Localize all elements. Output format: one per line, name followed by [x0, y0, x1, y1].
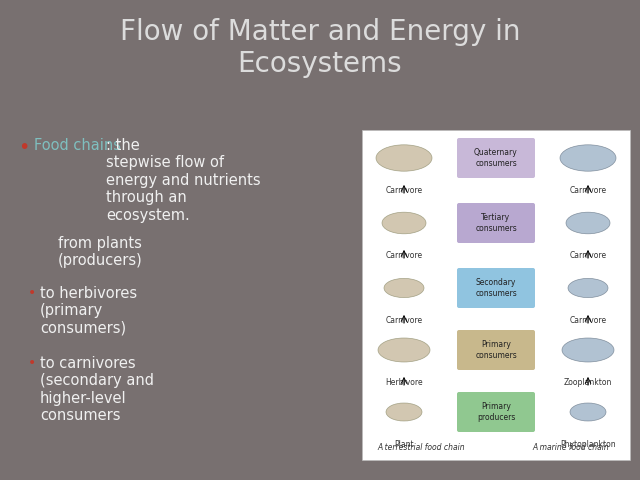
- Text: •: •: [28, 356, 36, 370]
- Text: Carnivore: Carnivore: [570, 186, 607, 195]
- Text: Food chains: Food chains: [34, 138, 121, 153]
- Text: Primary
producers: Primary producers: [477, 402, 515, 422]
- Text: to carnivores
(secondary and
higher-level
consumers: to carnivores (secondary and higher-leve…: [40, 356, 154, 423]
- Text: : the
stepwise flow of
energy and nutrients
through an
ecosystem.: : the stepwise flow of energy and nutrie…: [106, 138, 260, 223]
- Text: Carnivore: Carnivore: [385, 186, 422, 195]
- Ellipse shape: [386, 403, 422, 421]
- Text: Plant: Plant: [394, 440, 414, 449]
- Text: Secondary
consumers: Secondary consumers: [475, 278, 517, 298]
- Ellipse shape: [566, 212, 610, 234]
- Text: to herbivores
(primary
consumers): to herbivores (primary consumers): [40, 286, 137, 336]
- Bar: [362, 130, 630, 460]
- Ellipse shape: [378, 338, 430, 362]
- Text: •: •: [28, 286, 36, 300]
- Text: Primary
consumers: Primary consumers: [475, 340, 517, 360]
- FancyBboxPatch shape: [457, 330, 535, 370]
- Ellipse shape: [570, 403, 606, 421]
- Text: Tertiary
consumers: Tertiary consumers: [475, 213, 517, 233]
- Ellipse shape: [384, 278, 424, 298]
- Ellipse shape: [376, 145, 432, 171]
- Text: A marine food chain: A marine food chain: [532, 443, 609, 452]
- Text: Quaternary
consumers: Quaternary consumers: [474, 148, 518, 168]
- Text: from plants
(producers): from plants (producers): [58, 236, 143, 268]
- Ellipse shape: [562, 338, 614, 362]
- Ellipse shape: [568, 278, 608, 298]
- Text: Carnivore: Carnivore: [570, 316, 607, 325]
- Text: Carnivore: Carnivore: [570, 251, 607, 260]
- Text: •: •: [18, 138, 29, 157]
- Text: Carnivore: Carnivore: [385, 316, 422, 325]
- Ellipse shape: [382, 212, 426, 234]
- Text: Carnivore: Carnivore: [385, 251, 422, 260]
- Text: Phytoplankton: Phytoplankton: [560, 440, 616, 449]
- FancyBboxPatch shape: [457, 203, 535, 243]
- FancyBboxPatch shape: [457, 392, 535, 432]
- FancyBboxPatch shape: [457, 268, 535, 308]
- Text: A terrestrial food chain: A terrestrial food chain: [377, 443, 465, 452]
- Text: Herbivore: Herbivore: [385, 378, 423, 387]
- Ellipse shape: [560, 145, 616, 171]
- Text: Zooplankton: Zooplankton: [564, 378, 612, 387]
- Text: Flow of Matter and Energy in
Ecosystems: Flow of Matter and Energy in Ecosystems: [120, 18, 520, 78]
- FancyBboxPatch shape: [457, 138, 535, 178]
